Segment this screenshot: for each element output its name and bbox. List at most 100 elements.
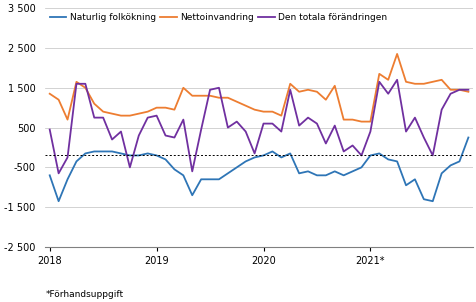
Den totala förändringen xyxy=(447,92,453,95)
Nettoinvandring xyxy=(456,88,461,92)
Den totala förändringen xyxy=(82,82,88,85)
Nettoinvandring xyxy=(225,96,230,100)
Den totala förändringen xyxy=(47,128,52,131)
Nettoinvandring xyxy=(145,110,150,114)
Nettoinvandring xyxy=(420,82,426,85)
Den totala förändringen xyxy=(56,172,61,175)
Den totala förändringen xyxy=(198,128,204,131)
Naturlig folkökning xyxy=(82,152,88,155)
Nettoinvandring xyxy=(331,84,337,88)
Line: Naturlig folkökning: Naturlig folkökning xyxy=(50,137,467,201)
Naturlig folkökning xyxy=(225,172,230,175)
Den totala förändringen xyxy=(233,120,239,124)
Nettoinvandring xyxy=(100,110,106,114)
Den totala förändringen xyxy=(91,116,97,119)
Nettoinvandring xyxy=(82,86,88,90)
Den totala förändringen xyxy=(367,130,373,133)
Naturlig folkökning xyxy=(376,152,381,155)
Den totala förändringen xyxy=(269,122,275,125)
Naturlig folkökning xyxy=(411,178,417,181)
Naturlig folkökning xyxy=(171,168,177,171)
Naturlig folkökning xyxy=(349,169,355,173)
Nettoinvandring xyxy=(153,106,159,110)
Den totala förändringen xyxy=(331,124,337,127)
Naturlig folkökning xyxy=(340,174,346,177)
Den totala förändringen xyxy=(287,88,292,92)
Nettoinvandring xyxy=(340,118,346,121)
Naturlig folkökning xyxy=(127,154,132,157)
Nettoinvandring xyxy=(278,114,284,117)
Nettoinvandring xyxy=(385,78,390,82)
Den totala förändringen xyxy=(349,144,355,147)
Naturlig folkökning xyxy=(465,136,470,139)
Naturlig folkökning xyxy=(65,178,70,181)
Nettoinvandring xyxy=(47,92,52,95)
Nettoinvandring xyxy=(296,90,301,94)
Nettoinvandring xyxy=(394,52,399,56)
Den totala förändringen xyxy=(456,88,461,92)
Den totala förändringen xyxy=(171,136,177,139)
Den totala förändringen xyxy=(296,124,301,127)
Naturlig folkökning xyxy=(100,149,106,153)
Naturlig folkökning xyxy=(322,174,328,177)
Den totala förändringen xyxy=(145,116,150,119)
Nettoinvandring xyxy=(376,72,381,76)
Naturlig folkökning xyxy=(153,154,159,157)
Den totala förändringen xyxy=(207,88,212,92)
Den totala förändringen xyxy=(340,149,346,153)
Nettoinvandring xyxy=(438,78,444,82)
Den totala förändringen xyxy=(438,108,444,111)
Naturlig folkökning xyxy=(394,159,399,163)
Den totala förändringen xyxy=(251,152,257,155)
Naturlig folkökning xyxy=(296,172,301,175)
Nettoinvandring xyxy=(118,114,124,117)
Den totala förändringen xyxy=(358,154,364,157)
Naturlig folkökning xyxy=(136,154,141,157)
Naturlig folkökning xyxy=(73,159,79,163)
Naturlig folkökning xyxy=(47,174,52,177)
Naturlig folkökning xyxy=(91,149,97,153)
Naturlig folkökning xyxy=(367,154,373,157)
Nettoinvandring xyxy=(313,90,319,94)
Naturlig folkökning xyxy=(456,159,461,163)
Den totala förändringen xyxy=(136,134,141,137)
Den totala förändringen xyxy=(225,126,230,129)
Nettoinvandring xyxy=(269,110,275,114)
Den totala förändringen xyxy=(216,86,221,90)
Text: *Förhandsuppgift: *Förhandsuppgift xyxy=(45,290,123,299)
Naturlig folkökning xyxy=(109,149,115,153)
Den totala förändringen xyxy=(420,136,426,139)
Nettoinvandring xyxy=(260,110,266,114)
Den totala förändringen xyxy=(402,130,408,133)
Nettoinvandring xyxy=(162,106,168,110)
Den totala förändringen xyxy=(118,130,124,133)
Naturlig folkökning xyxy=(198,178,204,181)
Nettoinvandring xyxy=(411,82,417,85)
Nettoinvandring xyxy=(91,102,97,105)
Naturlig folkökning xyxy=(242,159,248,163)
Nettoinvandring xyxy=(198,94,204,98)
Naturlig folkökning xyxy=(429,199,435,203)
Naturlig folkökning xyxy=(118,152,124,155)
Nettoinvandring xyxy=(56,98,61,101)
Nettoinvandring xyxy=(216,96,221,100)
Den totala förändringen xyxy=(180,118,186,121)
Nettoinvandring xyxy=(189,94,195,98)
Den totala förändringen xyxy=(260,122,266,125)
Naturlig folkökning xyxy=(402,184,408,187)
Naturlig folkökning xyxy=(189,193,195,197)
Naturlig folkökning xyxy=(233,165,239,169)
Naturlig folkökning xyxy=(269,149,275,153)
Den totala förändringen xyxy=(189,169,195,173)
Den totala förändringen xyxy=(242,130,248,133)
Nettoinvandring xyxy=(447,88,453,92)
Naturlig folkökning xyxy=(287,152,292,155)
Nettoinvandring xyxy=(322,98,328,101)
Den totala förändringen xyxy=(278,130,284,133)
Nettoinvandring xyxy=(180,86,186,90)
Naturlig folkökning xyxy=(162,158,168,161)
Naturlig folkökning xyxy=(260,154,266,157)
Naturlig folkökning xyxy=(313,174,319,177)
Nettoinvandring xyxy=(171,108,177,111)
Nettoinvandring xyxy=(233,100,239,104)
